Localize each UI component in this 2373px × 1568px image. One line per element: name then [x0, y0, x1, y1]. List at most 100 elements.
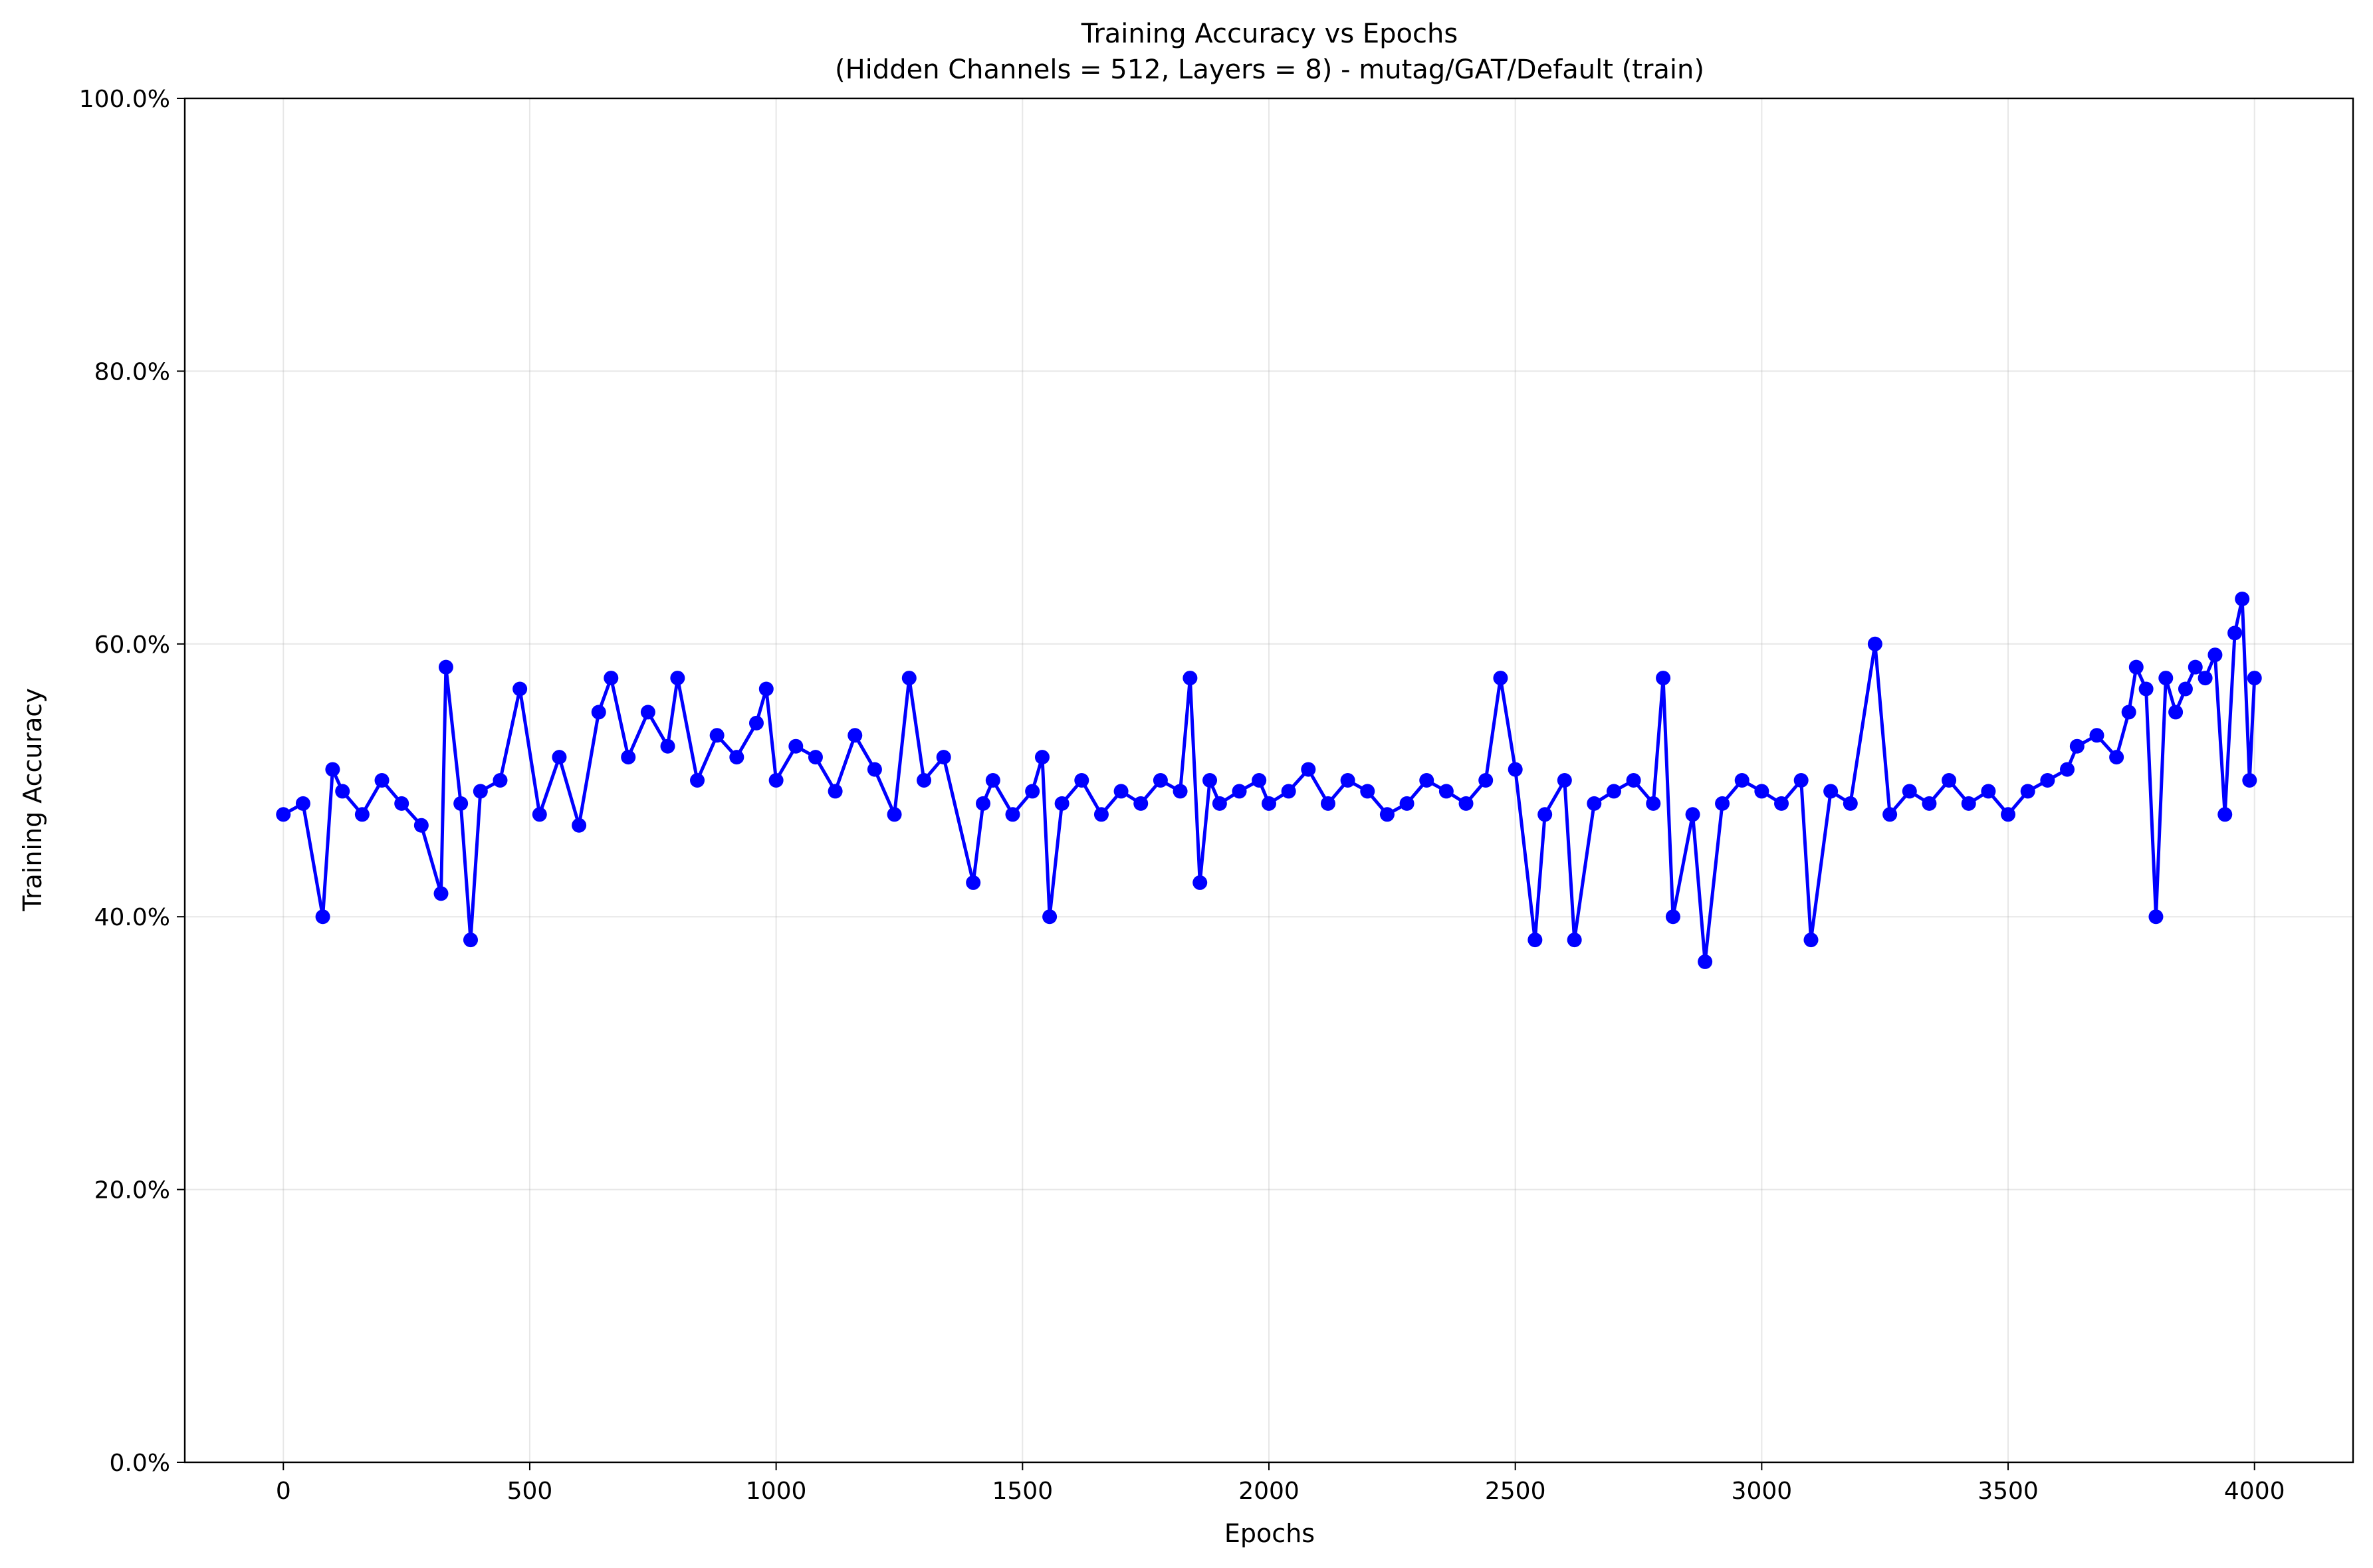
- data-point: [1734, 773, 1750, 788]
- data-point: [2227, 625, 2243, 641]
- data-point: [1093, 807, 1109, 822]
- data-point: [1005, 807, 1020, 822]
- data-point: [1281, 784, 1296, 799]
- data-point: [354, 807, 370, 822]
- data-point: [604, 671, 619, 686]
- data-point: [2128, 659, 2144, 675]
- data-point: [1961, 796, 1976, 811]
- data-point: [433, 886, 449, 901]
- data-point: [374, 773, 390, 788]
- data-point: [1656, 671, 1671, 686]
- y-tick-label: 80.0%: [94, 358, 170, 386]
- x-tick-label: 3500: [1978, 1478, 2039, 1505]
- data-point: [453, 796, 469, 811]
- data-point: [1508, 762, 1523, 777]
- data-point: [2060, 762, 2075, 777]
- data-point: [690, 773, 705, 788]
- y-tick-label: 0.0%: [110, 1450, 170, 1477]
- data-point: [1557, 773, 1572, 788]
- y-tick-label: 40.0%: [94, 904, 170, 931]
- data-point: [1754, 784, 1769, 799]
- data-point: [1183, 671, 1198, 686]
- data-point: [2188, 659, 2203, 675]
- data-point: [1823, 784, 1839, 799]
- data-point: [2040, 773, 2055, 788]
- data-point: [1803, 933, 1819, 948]
- data-point: [1232, 784, 1247, 799]
- data-point: [2121, 705, 2136, 720]
- data-point: [2020, 784, 2035, 799]
- data-point: [917, 773, 932, 788]
- data-point: [2001, 807, 2016, 822]
- data-point: [748, 715, 764, 730]
- x-tick-label: 2500: [1485, 1478, 1546, 1505]
- data-point: [1379, 807, 1395, 822]
- data-point: [640, 705, 655, 720]
- data-point: [1340, 773, 1355, 788]
- data-point: [2247, 671, 2262, 686]
- data-point: [1646, 796, 1661, 811]
- data-point: [2138, 681, 2154, 697]
- data-point: [1685, 807, 1700, 822]
- data-point: [473, 784, 488, 799]
- data-point: [758, 681, 774, 697]
- data-point: [572, 818, 587, 833]
- data-point: [1438, 784, 1454, 799]
- data-point: [463, 933, 478, 948]
- x-tick-label: 2000: [1238, 1478, 1300, 1505]
- data-point: [1698, 954, 1713, 969]
- data-point: [335, 784, 350, 799]
- data-point: [1262, 796, 1276, 811]
- data-point: [2158, 671, 2174, 686]
- data-point: [591, 705, 606, 720]
- x-tick-label: 4000: [2224, 1478, 2285, 1505]
- data-point: [1774, 796, 1789, 811]
- data-point: [1922, 796, 1937, 811]
- data-point: [1867, 636, 1882, 651]
- data-point: [976, 796, 991, 811]
- data-point: [788, 738, 804, 754]
- data-point: [966, 875, 981, 890]
- data-point: [1882, 807, 1898, 822]
- data-point: [1942, 773, 1957, 788]
- y-tick-label: 20.0%: [94, 1177, 170, 1204]
- x-tick-label: 1500: [992, 1478, 1054, 1505]
- data-point: [768, 773, 784, 788]
- data-point: [1587, 796, 1602, 811]
- data-point: [1567, 933, 1582, 948]
- data-point: [2217, 807, 2233, 822]
- data-point: [413, 818, 429, 833]
- data-point: [1843, 796, 1858, 811]
- data-point: [1399, 796, 1414, 811]
- data-point: [1626, 773, 1641, 788]
- data-point: [315, 909, 330, 925]
- data-point: [1025, 784, 1040, 799]
- data-point: [1212, 796, 1227, 811]
- data-point: [532, 807, 547, 822]
- data-point: [493, 773, 508, 788]
- data-point: [901, 671, 917, 686]
- data-point: [1527, 933, 1543, 948]
- data-point: [1192, 875, 1208, 890]
- data-point: [1074, 773, 1089, 788]
- chart-title: Training Accuracy vs Epochs: [1081, 19, 1458, 49]
- data-point: [828, 784, 843, 799]
- x-axis-label: Epochs: [1224, 1519, 1315, 1548]
- x-tick-label: 0: [276, 1478, 291, 1505]
- data-point: [1113, 784, 1129, 799]
- x-tick-label: 500: [507, 1478, 553, 1505]
- data-point: [2242, 773, 2257, 788]
- data-point: [552, 750, 567, 765]
- data-point: [670, 671, 685, 686]
- data-point: [867, 762, 882, 777]
- data-point: [2109, 750, 2124, 765]
- data-point: [1173, 784, 1188, 799]
- data-point: [394, 796, 409, 811]
- data-point: [1458, 796, 1474, 811]
- x-tick-label: 3000: [1732, 1478, 1793, 1505]
- data-point: [936, 750, 951, 765]
- data-point: [2178, 681, 2193, 697]
- chart-subtitle: (Hidden Channels = 512, Layers = 8) - mu…: [835, 55, 1704, 85]
- axis-ticks: 0 500 1000 1500 2000 2500 3000 3500 4000 0.0% 20.0…: [79, 86, 2285, 1505]
